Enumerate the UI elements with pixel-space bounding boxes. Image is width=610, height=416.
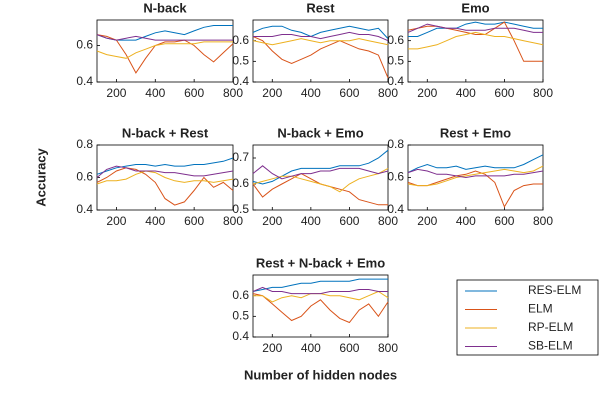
y-axis-label: Accuracy [33, 147, 48, 206]
axes-box [407, 144, 544, 211]
series-line [407, 165, 544, 187]
x-tick-label: 600 [339, 341, 359, 355]
axes-box [407, 19, 544, 83]
x-tick-label: 600 [494, 214, 514, 228]
x-tick-label: 400 [456, 86, 476, 100]
series-line [253, 31, 389, 42]
x-tick-label: 600 [339, 214, 359, 228]
legend-label: SB-ELM [528, 339, 573, 353]
legend-label: RP-ELM [528, 320, 573, 334]
x-tick-label: 200 [417, 214, 437, 228]
axes-box [96, 19, 234, 83]
x-tick-label: 800 [378, 341, 398, 355]
series-line [96, 34, 233, 41]
x-tick-label: 200 [262, 214, 282, 228]
series-line [252, 36, 389, 79]
panel-title: N-back + Rest [122, 125, 209, 140]
series-line [96, 157, 234, 175]
series-line [252, 167, 389, 193]
series-line [252, 25, 389, 39]
x-tick-label: 800 [378, 214, 398, 228]
y-tick-label: 0.5 [232, 54, 249, 68]
axes-box [252, 19, 389, 83]
series-line [96, 41, 233, 59]
axes-box [252, 144, 389, 211]
x-tick-label: 200 [262, 341, 282, 355]
y-tick-label: 0.7 [232, 150, 249, 164]
y-tick-label: 0.4 [232, 74, 249, 88]
x-tick-label: 200 [106, 214, 126, 228]
panel-title: N-back [143, 0, 187, 15]
y-tick-label: 0.5 [232, 202, 249, 216]
series-line [96, 34, 234, 74]
x-tick-label: 800 [223, 214, 243, 228]
y-tick-label: 0.4 [387, 74, 404, 88]
legend-box [456, 279, 599, 356]
series-line [407, 154, 544, 174]
x-tick-label: 600 [184, 86, 204, 100]
x-tick-label: 600 [494, 86, 514, 100]
x-tick-label: 600 [339, 86, 359, 100]
y-tick-label: 0.6 [76, 170, 93, 184]
series-line [96, 25, 233, 41]
y-tick-label: 0.6 [232, 288, 249, 302]
y-tick-label: 0.5 [232, 309, 249, 323]
panel-title: Rest + Emo [440, 125, 511, 140]
y-tick-label: 0.5 [387, 54, 404, 68]
y-tick-label: 0.6 [232, 33, 249, 47]
panel-title: Rest [306, 0, 335, 15]
series-line [252, 165, 389, 180]
series-line [408, 21, 543, 37]
x-tick-label: 400 [301, 86, 321, 100]
axes-box [252, 274, 389, 338]
series-line [407, 23, 543, 33]
y-tick-label: 0.6 [76, 38, 93, 52]
y-tick-label: 0.8 [76, 137, 93, 151]
y-tick-label: 0.6 [232, 176, 249, 190]
series-line [408, 31, 544, 50]
panel-title: N-back + Emo [277, 125, 363, 140]
y-tick-label: 0.4 [76, 74, 93, 88]
series-line [96, 165, 234, 178]
y-tick-label: 0.4 [76, 202, 93, 216]
series-line [252, 293, 389, 324]
panel-title: Rest + N-back + Emo [256, 255, 385, 270]
x-tick-label: 400 [456, 214, 476, 228]
series-line [96, 167, 234, 206]
x-tick-label: 400 [301, 341, 321, 355]
panel-title: Emo [461, 0, 489, 15]
series-line [252, 38, 389, 46]
x-tick-label: 200 [106, 86, 126, 100]
series-line [252, 286, 388, 295]
legend-label: ELM [528, 302, 553, 316]
y-tick-label: 0.6 [387, 170, 404, 184]
x-tick-label: 800 [533, 214, 553, 228]
series-line [407, 168, 544, 179]
x-tick-label: 200 [262, 86, 282, 100]
series-line [407, 170, 543, 208]
y-tick-label: 0.4 [232, 329, 249, 343]
x-axis-label: Number of hidden nodes [244, 367, 397, 382]
series-line [407, 21, 543, 62]
x-tick-label: 400 [145, 86, 165, 100]
y-tick-label: 0.6 [387, 33, 404, 47]
x-tick-label: 600 [184, 214, 204, 228]
legend-label: RES-ELM [528, 283, 581, 297]
x-tick-label: 800 [533, 86, 553, 100]
x-tick-label: 800 [223, 86, 243, 100]
y-tick-label: 0.4 [387, 202, 404, 216]
x-tick-label: 200 [417, 86, 437, 100]
series-line [96, 170, 234, 185]
y-tick-label: 0.8 [387, 137, 404, 151]
series-line [252, 149, 389, 185]
x-tick-label: 800 [378, 86, 398, 100]
series-line [252, 278, 388, 292]
x-tick-label: 400 [301, 214, 321, 228]
x-tick-label: 400 [145, 214, 165, 228]
